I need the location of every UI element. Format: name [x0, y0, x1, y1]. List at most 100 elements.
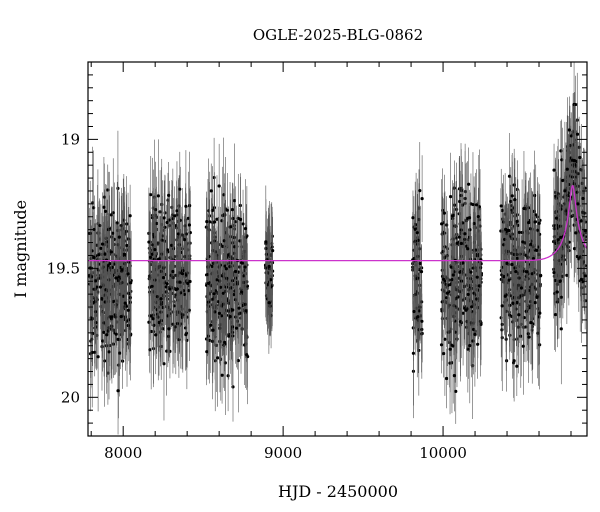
data-point [511, 301, 515, 305]
data-point [522, 325, 526, 329]
y-axis: 19 19.5 20 [47, 74, 587, 424]
data-point [468, 344, 472, 348]
data-point [415, 231, 419, 235]
data-point [210, 208, 215, 212]
data-point [416, 315, 420, 319]
data-point [474, 297, 479, 301]
data-point [517, 313, 521, 317]
data-point [217, 311, 222, 315]
data-point [558, 279, 562, 283]
data-point [414, 223, 418, 227]
data-point [525, 270, 529, 274]
data-point [454, 389, 458, 393]
data-point [241, 274, 246, 278]
data-point [154, 333, 158, 337]
data-point [565, 273, 569, 277]
data-point [128, 214, 132, 218]
data-point [220, 244, 225, 249]
data-point [527, 221, 531, 225]
data-point [124, 304, 128, 308]
data-point [566, 193, 570, 198]
data-point [149, 193, 153, 197]
data-point [228, 315, 232, 319]
data-point [228, 286, 233, 290]
data-point [412, 309, 416, 314]
data-point [507, 278, 511, 282]
data-point [118, 351, 122, 355]
data-point [186, 289, 191, 293]
data-point [515, 364, 519, 368]
data-point [123, 315, 128, 319]
data-point [102, 330, 106, 334]
data-point [461, 311, 465, 315]
y-axis-label: I magnitude [11, 200, 30, 298]
data-point [219, 274, 223, 278]
data-point [90, 350, 94, 355]
data-point [555, 290, 559, 294]
data-point [466, 292, 470, 297]
data-point [187, 223, 192, 227]
data-point [165, 220, 169, 225]
data-point [500, 273, 504, 277]
data-point [231, 216, 235, 221]
data-point [538, 311, 542, 315]
data-point [234, 326, 239, 330]
data-point [510, 194, 514, 198]
observation-points [88, 62, 587, 435]
data-point [445, 291, 449, 295]
data-point [554, 194, 558, 198]
data-point [207, 228, 211, 232]
data-point [184, 204, 188, 208]
data-point [167, 218, 171, 222]
data-point [459, 241, 463, 246]
data-point [181, 269, 185, 273]
data-point [563, 189, 567, 193]
data-point [413, 227, 417, 231]
data-point [529, 242, 533, 246]
data-point [552, 227, 556, 231]
data-point [180, 272, 185, 276]
x-tick-label: 8000 [104, 444, 142, 462]
data-point [174, 287, 178, 292]
data-point [535, 248, 539, 252]
data-point [581, 196, 585, 201]
data-point [93, 300, 97, 304]
data-point [513, 266, 517, 270]
data-point [123, 252, 127, 256]
data-point [98, 285, 103, 289]
data-point [475, 253, 480, 258]
data-point [418, 247, 422, 251]
data-point [148, 255, 153, 259]
data-point [567, 128, 571, 132]
data-point [92, 206, 96, 210]
data-point [553, 278, 557, 283]
data-point [579, 219, 583, 223]
model-curve [88, 184, 587, 262]
data-point [150, 252, 154, 256]
data-point [575, 132, 580, 136]
data-point [417, 309, 421, 313]
data-point [572, 159, 576, 163]
data-point [515, 256, 519, 260]
data-point [127, 318, 131, 322]
data-point [217, 184, 221, 188]
data-point [458, 199, 462, 204]
data-point [147, 320, 151, 324]
data-point [210, 264, 214, 269]
data-point [107, 350, 111, 354]
data-point [232, 245, 236, 249]
data-point [100, 242, 105, 246]
data-point [221, 291, 225, 295]
data-point [527, 335, 531, 339]
data-point [182, 237, 187, 242]
data-point [206, 281, 211, 286]
data-point [578, 167, 583, 172]
data-point [579, 255, 583, 259]
data-point [444, 376, 449, 381]
data-point [575, 190, 579, 194]
data-point [211, 297, 215, 301]
data-point [117, 275, 121, 279]
data-point [111, 299, 115, 304]
data-point [102, 205, 106, 209]
data-point [128, 295, 132, 300]
